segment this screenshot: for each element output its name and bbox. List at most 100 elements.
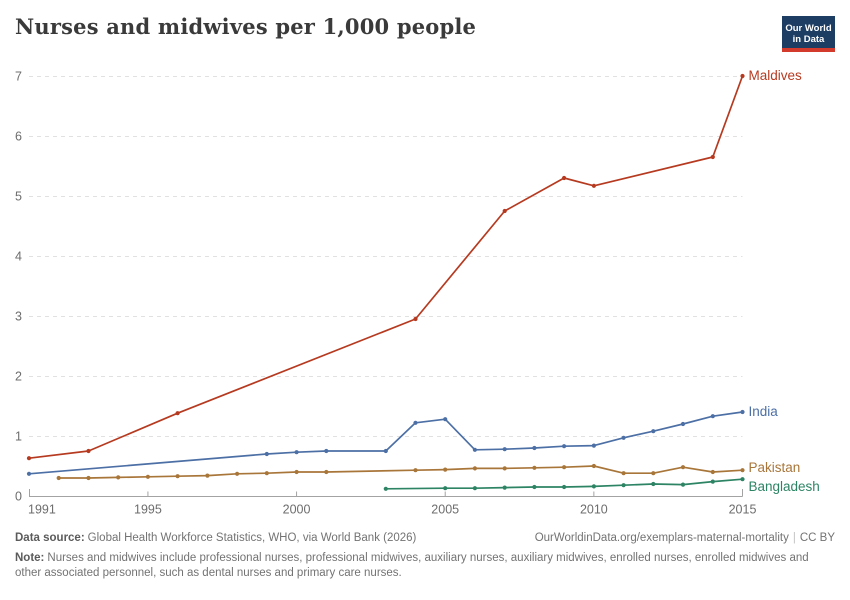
data-point-pakistan xyxy=(175,474,180,479)
data-point-india xyxy=(383,448,388,454)
x-tick-label: 2010 xyxy=(580,503,608,517)
gridlines xyxy=(29,76,743,437)
x-tick-label: 2005 xyxy=(431,503,459,517)
series-label-pakistan[interactable]: Pakistan xyxy=(749,460,801,475)
series-bangladesh: Bangladesh xyxy=(383,477,820,494)
owid-logo-line2: in Data xyxy=(792,34,825,45)
data-point-bangladesh xyxy=(383,486,388,491)
link-separator: | xyxy=(792,532,796,544)
data-point-pakistan xyxy=(680,465,686,470)
y-tick-label: 3 xyxy=(15,310,22,324)
data-point-maldives xyxy=(562,175,567,181)
footer-links: OurWorldinData.org/exemplars-maternal-mo… xyxy=(535,531,835,546)
data-source-label: Data source: xyxy=(15,532,85,544)
data-source-text: Global Health Workforce Statistics, WHO,… xyxy=(87,532,417,544)
data-point-pakistan xyxy=(472,466,477,471)
data-point-bangladesh xyxy=(562,484,567,490)
page-title: Nurses and midwives per 1,000 people xyxy=(15,14,477,39)
series-pakistan: Pakistan xyxy=(56,460,801,481)
data-point-maldives xyxy=(710,154,715,160)
y-tick-label: 7 xyxy=(15,70,22,84)
owid-url-link[interactable]: OurWorldinData.org/exemplars-maternal-mo… xyxy=(534,532,789,544)
data-point-india xyxy=(740,409,745,415)
y-tick-label: 6 xyxy=(15,130,22,144)
data-source-line: Data source: Global Health Workforce Stat… xyxy=(15,531,416,546)
data-point-bangladesh xyxy=(472,486,477,491)
data-point-pakistan xyxy=(413,468,418,473)
data-point-bangladesh xyxy=(591,484,597,489)
data-point-bangladesh xyxy=(532,484,537,490)
x-tick-label: 1995 xyxy=(134,503,162,517)
data-point-maldives xyxy=(86,448,91,454)
data-point-pakistan xyxy=(56,475,61,481)
y-tick-label: 2 xyxy=(15,370,22,384)
x-tick-label: 2015 xyxy=(729,503,757,517)
note-label: Note: xyxy=(15,551,45,564)
data-point-maldives xyxy=(740,73,745,79)
series-label-india[interactable]: India xyxy=(749,404,779,419)
data-point-pakistan xyxy=(145,474,150,479)
data-point-maldives xyxy=(413,316,418,322)
data-point-india xyxy=(591,443,597,448)
data-point-india xyxy=(502,447,507,452)
data-point-pakistan xyxy=(651,471,656,476)
data-point-pakistan xyxy=(562,465,567,470)
data-point-pakistan xyxy=(443,467,448,472)
series-label-maldives[interactable]: Maldives xyxy=(749,68,803,83)
series-line-pakistan xyxy=(57,465,744,479)
data-point-pakistan xyxy=(86,475,91,481)
y-tick-label: 0 xyxy=(15,490,22,504)
data-point-pakistan xyxy=(710,469,715,475)
data-point-pakistan xyxy=(324,469,329,475)
data-point-bangladesh xyxy=(680,482,686,487)
line-chart[interactable]: 0 1 2 3 4 5 6 7 1991 1995 2000 2005 2010 2015 Maldives… xyxy=(0,0,850,528)
data-point-bangladesh xyxy=(502,485,507,490)
data-point-maldives xyxy=(175,411,180,416)
data-point-india xyxy=(680,421,686,427)
data-point-pakistan xyxy=(235,471,240,476)
data-point-india xyxy=(324,448,329,454)
data-point-bangladesh xyxy=(651,481,656,487)
data-point-india xyxy=(710,414,715,419)
data-point-pakistan xyxy=(294,469,299,475)
license-link[interactable]: CC BY xyxy=(799,532,835,544)
data-point-india xyxy=(562,444,567,449)
series-india: India xyxy=(26,404,779,476)
data-point-pakistan xyxy=(532,465,537,470)
data-point-india xyxy=(443,417,448,422)
data-point-pakistan xyxy=(591,463,597,469)
data-point-india xyxy=(472,447,477,452)
data-point-maldives xyxy=(591,183,597,188)
x-tick-label: 1991 xyxy=(28,503,56,517)
series-maldives: Maldives xyxy=(26,68,803,461)
data-point-pakistan xyxy=(205,473,210,478)
owid-logo-line1: Our World xyxy=(785,22,832,34)
owid-logo-text: Our World in Data xyxy=(782,23,835,46)
data-point-pakistan xyxy=(502,466,507,471)
data-point-maldives xyxy=(26,456,32,461)
chart-footer: Data source: Global Health Workforce Stat… xyxy=(15,531,835,581)
y-tick-label: 4 xyxy=(15,250,22,264)
data-point-pakistan xyxy=(264,471,269,476)
chart-note: Note: Nurses and midwives include profess… xyxy=(15,551,827,581)
y-tick-label: 5 xyxy=(15,190,22,204)
y-tick-label: 1 xyxy=(15,430,22,444)
data-point-india xyxy=(413,420,418,425)
data-point-bangladesh xyxy=(740,477,745,482)
owid-logo[interactable]: Our World in Data xyxy=(782,16,835,52)
data-point-pakistan xyxy=(740,468,745,473)
data-point-india xyxy=(651,429,656,434)
series-line-maldives xyxy=(28,75,744,460)
data-point-bangladesh xyxy=(710,479,715,484)
x-axis: 1991 1995 2000 2005 2010 2015 xyxy=(28,489,756,517)
data-point-pakistan xyxy=(621,471,626,476)
x-tick-label: 2000 xyxy=(283,503,311,517)
data-point-india xyxy=(264,451,269,457)
data-point-india xyxy=(294,450,299,455)
data-point-pakistan xyxy=(116,475,121,480)
series-line-bangladesh xyxy=(384,478,744,490)
data-point-bangladesh xyxy=(621,483,626,488)
data-point-india xyxy=(532,445,537,451)
series-label-bangladesh[interactable]: Bangladesh xyxy=(749,479,820,494)
